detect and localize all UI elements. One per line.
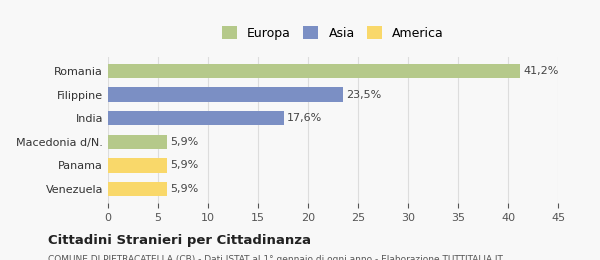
Text: 17,6%: 17,6% (287, 113, 322, 123)
Text: 23,5%: 23,5% (346, 89, 381, 100)
Text: 5,9%: 5,9% (170, 184, 198, 194)
Bar (108, 64, 520, 78)
Bar (108, 182, 167, 196)
Legend: Europa, Asia, America: Europa, Asia, America (218, 23, 448, 44)
Bar (108, 158, 167, 173)
Text: 5,9%: 5,9% (170, 137, 198, 147)
Text: Cittadini Stranieri per Cittadinanza: Cittadini Stranieri per Cittadinanza (48, 234, 311, 247)
Bar (108, 135, 167, 149)
Bar (108, 87, 343, 102)
Text: COMUNE DI PIETRACATELLA (CB) - Dati ISTAT al 1° gennaio di ogni anno - Elaborazi: COMUNE DI PIETRACATELLA (CB) - Dati ISTA… (48, 255, 503, 260)
Text: 5,9%: 5,9% (170, 160, 198, 171)
Text: 41,2%: 41,2% (523, 66, 559, 76)
Bar (108, 111, 284, 125)
